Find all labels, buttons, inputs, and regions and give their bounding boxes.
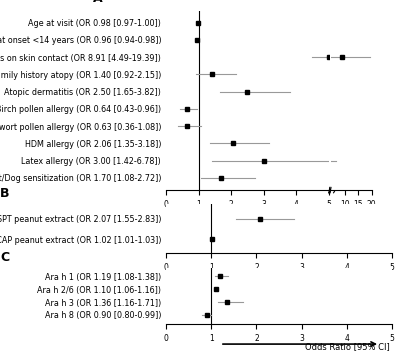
Text: A: A [93, 0, 102, 5]
Text: C: C [0, 251, 9, 264]
Text: Odds Ratio [95% CI]: Odds Ratio [95% CI] [305, 342, 390, 351]
Text: B: B [0, 187, 10, 200]
